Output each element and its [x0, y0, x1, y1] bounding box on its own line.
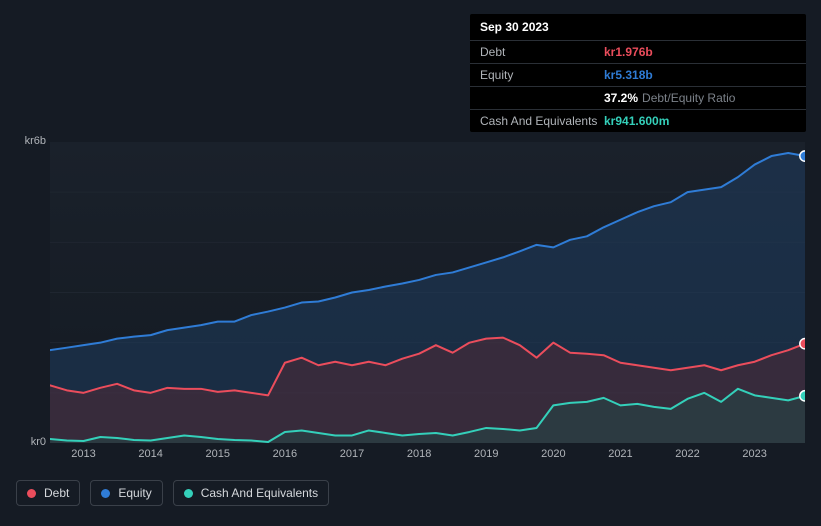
x-axis-label: 2015 — [206, 448, 230, 460]
legend-label: Debt — [44, 486, 69, 500]
chart-container: kr6b kr0 2013 2014 2015 2016 2017 2018 2019 2020… — [16, 120, 805, 460]
chart-legend: Debt Equity Cash And Equivalents — [16, 480, 329, 506]
tooltip-row: Equitykr5.318b — [470, 64, 806, 87]
tooltip-value: kr5.318b — [604, 68, 653, 82]
tooltip-row: 37.2%Debt/Equity Ratio — [470, 87, 806, 110]
legend-item-equity[interactable]: Equity — [90, 480, 162, 506]
legend-label: Cash And Equivalents — [201, 486, 318, 500]
x-axis-label: 2016 — [273, 448, 297, 460]
legend-dot-icon — [27, 489, 36, 498]
x-axis-label: 2023 — [742, 448, 766, 460]
y-axis-label: kr0 — [16, 436, 46, 448]
legend-label: Equity — [118, 486, 151, 500]
tooltip-row: Debtkr1.976b — [470, 41, 806, 64]
legend-dot-icon — [184, 489, 193, 498]
x-axis-label: 2013 — [71, 448, 95, 460]
tooltip-row: Cash And Equivalentskr941.600m — [470, 110, 806, 132]
legend-item-debt[interactable]: Debt — [16, 480, 80, 506]
x-axis-label: 2018 — [407, 448, 431, 460]
tooltip-value: 37.2%Debt/Equity Ratio — [604, 91, 735, 105]
x-axis-label: 2021 — [608, 448, 632, 460]
tooltip-label: Equity — [480, 68, 604, 82]
legend-dot-icon — [101, 489, 110, 498]
x-axis: 2013 2014 2015 2016 2017 2018 2019 2020 2021 2022… — [50, 448, 805, 468]
x-axis-label: 2022 — [675, 448, 699, 460]
chart-tooltip: Sep 30 2023 Debtkr1.976bEquitykr5.318b37… — [470, 14, 806, 132]
x-axis-label: 2019 — [474, 448, 498, 460]
tooltip-label: Cash And Equivalents — [480, 114, 604, 128]
x-axis-label: 2017 — [340, 448, 364, 460]
tooltip-date: Sep 30 2023 — [470, 14, 806, 41]
tooltip-label: Debt — [480, 45, 604, 59]
tooltip-label — [480, 91, 604, 105]
chart-plot[interactable] — [50, 142, 805, 443]
x-axis-label: 2014 — [138, 448, 162, 460]
tooltip-value: kr941.600m — [604, 114, 669, 128]
legend-item-cash-and-equivalents[interactable]: Cash And Equivalents — [173, 480, 329, 506]
y-axis-label: kr6b — [16, 135, 46, 147]
x-axis-label: 2020 — [541, 448, 565, 460]
tooltip-value: kr1.976b — [604, 45, 653, 59]
